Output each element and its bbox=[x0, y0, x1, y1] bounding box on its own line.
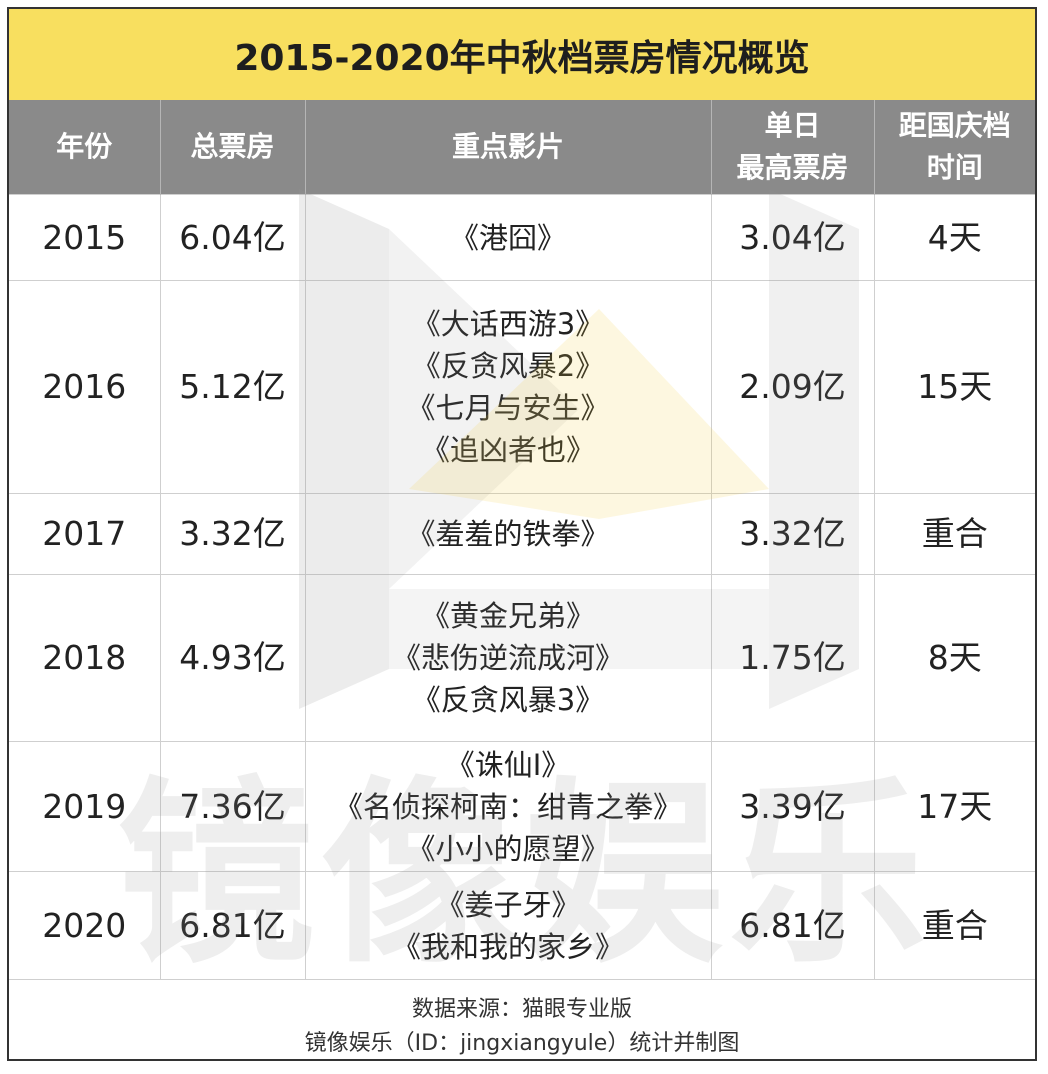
header-year: 年份 bbox=[9, 100, 161, 195]
footer-credit: 镜像娱乐（ID：jingxiangyule）统计并制图 bbox=[304, 1031, 740, 1056]
cell-gap: 重合 bbox=[873, 871, 1035, 980]
header-gap-line1: 距国庆档 bbox=[898, 109, 1011, 142]
cell-peak: 3.32亿 bbox=[710, 493, 875, 575]
header-total: 总票房 bbox=[160, 100, 306, 195]
header-peak-line1: 单日 bbox=[764, 109, 821, 142]
cell-total: 3.32亿 bbox=[159, 493, 306, 575]
cell-total: 7.36亿 bbox=[159, 741, 306, 872]
film-title: 《诛仙Ⅰ》 bbox=[445, 747, 571, 782]
table-row: 2015 6.04亿 《港囧》 3.04亿 4天 bbox=[9, 194, 1035, 281]
film-title: 《七月与安生》 bbox=[406, 391, 610, 425]
cell-year: 2017 bbox=[9, 493, 161, 575]
table-row: 2017 3.32亿 《羞羞的铁拳》 3.32亿 重合 bbox=[9, 493, 1035, 575]
film-title: 《我和我的家乡》 bbox=[391, 929, 624, 964]
table-row: 2019 7.36亿 《诛仙Ⅰ》 《名侦探柯南：绀青之拳》 《小小的愿望》 3.… bbox=[9, 741, 1035, 872]
cell-year: 2020 bbox=[9, 871, 161, 980]
header-peak-line2: 最高票房 bbox=[736, 151, 849, 184]
table-footer: 数据来源：猫眼专业版 镜像娱乐（ID：jingxiangyule）统计并制图 bbox=[9, 987, 1035, 1059]
film-title: 《反贪风暴2》 bbox=[411, 349, 605, 383]
film-title: 《反贪风暴3》 bbox=[411, 683, 605, 717]
cell-peak: 2.09亿 bbox=[710, 280, 875, 494]
header-gap: 距国庆档 时间 bbox=[874, 100, 1035, 195]
film-title: 《小小的愿望》 bbox=[406, 831, 610, 866]
cell-gap: 17天 bbox=[873, 741, 1035, 872]
cell-gap: 重合 bbox=[873, 493, 1035, 575]
cell-total: 5.12亿 bbox=[159, 280, 306, 494]
cell-total: 4.93亿 bbox=[159, 574, 306, 742]
cell-gap: 4天 bbox=[873, 194, 1035, 281]
cell-year: 2016 bbox=[9, 280, 161, 494]
film-title: 《港囧》 bbox=[449, 220, 566, 255]
cell-films: 《黄金兄弟》 《悲伤逆流成河》 《反贪风暴3》 bbox=[304, 574, 712, 742]
cell-films: 《羞羞的铁拳》 bbox=[304, 493, 712, 575]
cell-peak: 1.75亿 bbox=[710, 574, 875, 742]
film-title: 《大话西游3》 bbox=[411, 307, 605, 341]
cell-total: 6.81亿 bbox=[159, 871, 306, 980]
table-row: 2016 5.12亿 《大话西游3》 《反贪风暴2》 《七月与安生》 《追凶者也… bbox=[9, 280, 1035, 494]
table-header-row: 年份 总票房 重点影片 单日 最高票房 距国庆档 时间 bbox=[9, 100, 1035, 195]
table-row: 2020 6.81亿 《姜子牙》 《我和我的家乡》 6.81亿 重合 bbox=[9, 871, 1035, 980]
header-peak: 单日 最高票房 bbox=[711, 100, 875, 195]
header-gap-line2: 时间 bbox=[926, 151, 983, 184]
cell-gap: 8天 bbox=[873, 574, 1035, 742]
box-office-table: 年份 总票房 重点影片 单日 最高票房 距国庆档 时间 2015 6.0 bbox=[9, 100, 1035, 980]
cell-films: 《诛仙Ⅰ》 《名侦探柯南：绀青之拳》 《小小的愿望》 bbox=[304, 741, 712, 872]
film-title: 《羞羞的铁拳》 bbox=[406, 517, 610, 551]
table-row: 2018 4.93亿 《黄金兄弟》 《悲伤逆流成河》 《反贪风暴3》 1.75亿… bbox=[9, 574, 1035, 742]
footer-source: 数据来源：猫眼专业版 bbox=[411, 997, 632, 1022]
cell-films: 《大话西游3》 《反贪风暴2》 《七月与安生》 《追凶者也》 bbox=[304, 280, 712, 494]
header-films: 重点影片 bbox=[305, 100, 712, 195]
cell-peak: 6.81亿 bbox=[710, 871, 875, 980]
film-title: 《悲伤逆流成河》 bbox=[391, 641, 624, 675]
film-title: 《黄金兄弟》 bbox=[420, 599, 595, 633]
film-title: 《追凶者也》 bbox=[420, 433, 595, 467]
table-title: 2015-2020年中秋档票房情况概览 bbox=[9, 9, 1035, 101]
cell-year: 2018 bbox=[9, 574, 161, 742]
cell-total: 6.04亿 bbox=[159, 194, 306, 281]
cell-films: 《姜子牙》 《我和我的家乡》 bbox=[304, 871, 712, 980]
film-title: 《姜子牙》 bbox=[435, 887, 581, 922]
cell-films: 《港囧》 bbox=[304, 194, 712, 281]
film-title: 《名侦探柯南：绀青之拳》 bbox=[333, 789, 682, 824]
cell-year: 2019 bbox=[9, 741, 161, 872]
cell-peak: 3.39亿 bbox=[710, 741, 875, 872]
cell-year: 2015 bbox=[9, 194, 161, 281]
cell-peak: 3.04亿 bbox=[710, 194, 875, 281]
cell-gap: 15天 bbox=[873, 280, 1035, 494]
table-frame: 镜像娱乐 2015-2020年中秋档票房情况概览 年份 总票房 重点影片 单日 … bbox=[7, 7, 1037, 1061]
